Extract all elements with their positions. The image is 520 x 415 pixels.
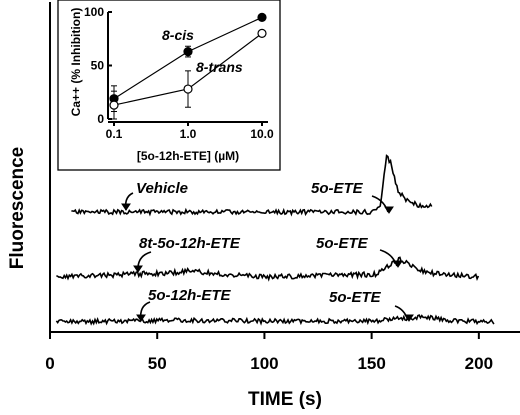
annotation-arrowhead [121,203,131,211]
annotation-arrowhead [404,314,414,322]
inset-y-axis-title: Ca++ (% Inhibition) [69,8,83,117]
inset-x-axis-title: [5o-12h-ETE] (µM) [137,149,239,163]
x-tick-label: 200 [465,354,493,373]
fluorescence-trace-2 [56,256,480,282]
inset-series-1: 8-cis [109,12,267,113]
annotation-label: Vehicle [136,180,188,197]
annotation-label: 5o-ETE [329,289,382,306]
inset-data-point [257,28,267,39]
inset-data-point [109,100,119,110]
annotation-arrowhead [136,314,146,322]
annotation-label: 5o-ETE [311,180,364,197]
inset-x-tick-label: 10.0 [250,127,274,141]
inset-frame [57,0,281,171]
inset-data-point [257,12,267,22]
inset-series-2: 8-trans [109,28,267,120]
inset-series-label: 8-cis [162,27,194,43]
annotation-arrowhead [133,265,143,273]
inset-data-point [183,46,193,57]
inset-x-tick-label: 1.0 [180,127,197,141]
inset-y-tick-label: 0 [97,112,104,126]
main-chart: Fluorescence TIME (s) 0 50 100 150 200 Vehic… [7,2,520,410]
inset-y-tick-label: 100 [84,5,104,19]
inset-x-tick-label: 0.1 [106,127,123,141]
x-tick-label: 50 [148,354,167,373]
inset-y-tick-label: 50 [91,59,105,73]
fluorescence-trace-1 [71,154,433,217]
annotation-label: 5o-ETE [316,235,369,252]
fluorescence-trace-3 [55,314,495,326]
annotation-arrowhead [384,206,394,214]
annotation-label: 5o-12h-ETE [148,287,232,304]
x-tick-label: 0 [45,354,54,373]
y-axis-title: Fluorescence [7,147,28,270]
inset-series-label: 8-trans [196,59,243,75]
annotation-arrowhead [393,260,403,268]
x-axis-title: TIME (s) [248,389,322,410]
x-tick-label: 100 [250,354,278,373]
annotation-label: 8t-5o-12h-ETE [139,235,241,252]
inset-data-point [183,84,193,94]
x-tick-label: 150 [357,354,385,373]
